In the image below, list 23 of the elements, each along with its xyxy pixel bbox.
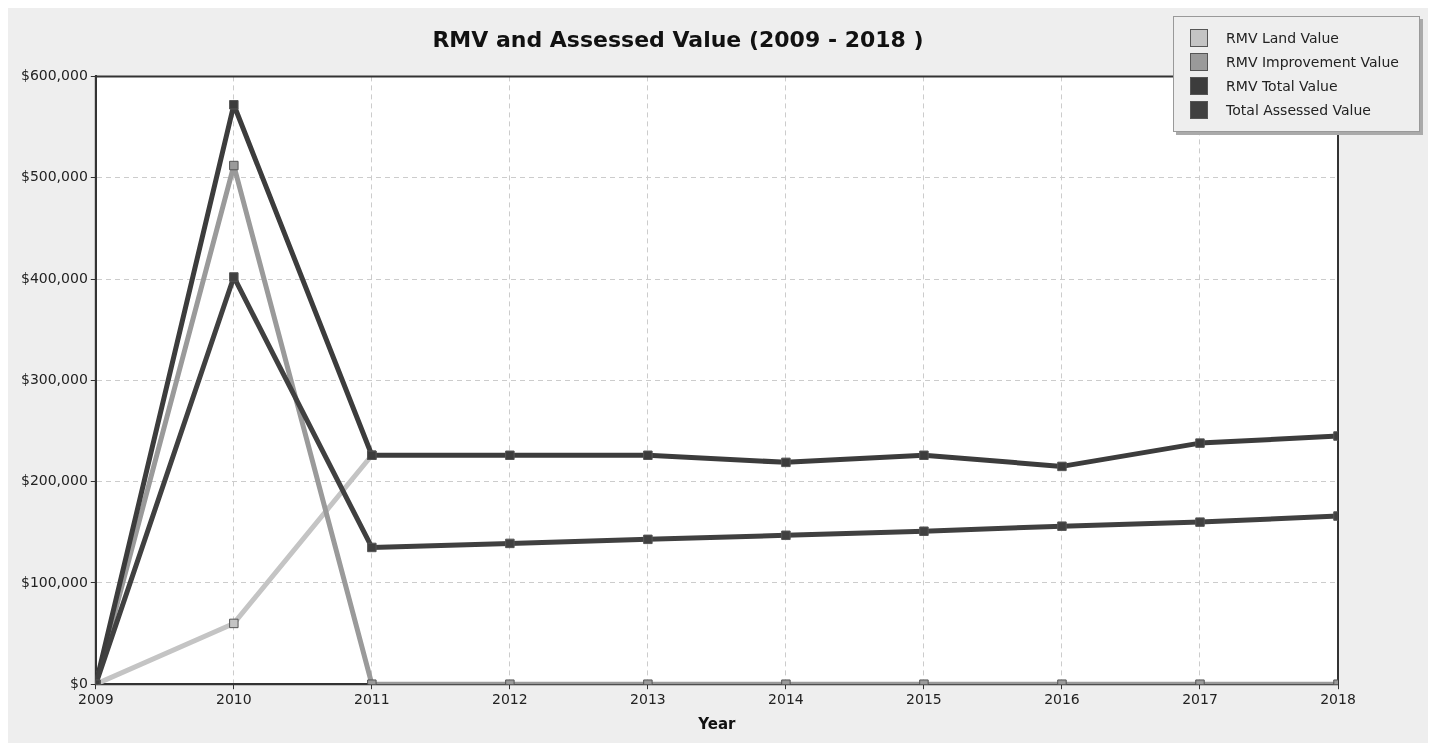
legend-label: RMV Land Value — [1226, 29, 1339, 48]
x-tick-label: 2015 — [906, 691, 942, 708]
legend-label: Total Assessed Value — [1226, 101, 1371, 120]
y-tick-label: $400,000 — [20, 269, 88, 286]
legend-label: RMV Improvement Value — [1226, 53, 1399, 72]
x-tick-label: 2014 — [768, 691, 804, 708]
x-tick-label: 2009 — [77, 691, 114, 708]
x-axis-title: Year — [697, 714, 737, 733]
y-tick-label: $300,000 — [20, 370, 88, 387]
x-tick-label: 2011 — [354, 691, 390, 708]
chart-title: RMV and Assessed Value (2009 - 2018 ) — [432, 26, 924, 52]
y-tick-label: $0 — [69, 674, 88, 691]
x-tick-label: 2018 — [1320, 691, 1356, 708]
x-tick-label: 2010 — [216, 691, 252, 708]
y-tick-label: $500,000 — [20, 168, 88, 185]
x-tick-label: 2012 — [492, 691, 528, 708]
legend-label: RMV Total Value — [1226, 77, 1338, 96]
x-tick-label: 2017 — [1182, 691, 1218, 708]
y-tick-label: $100,000 — [20, 573, 88, 590]
x-tick-label: 2013 — [630, 691, 666, 708]
x-tick-label: 2016 — [1044, 691, 1080, 708]
y-tick-label: $600,000 — [20, 67, 88, 84]
y-tick-label: $200,000 — [20, 472, 88, 489]
